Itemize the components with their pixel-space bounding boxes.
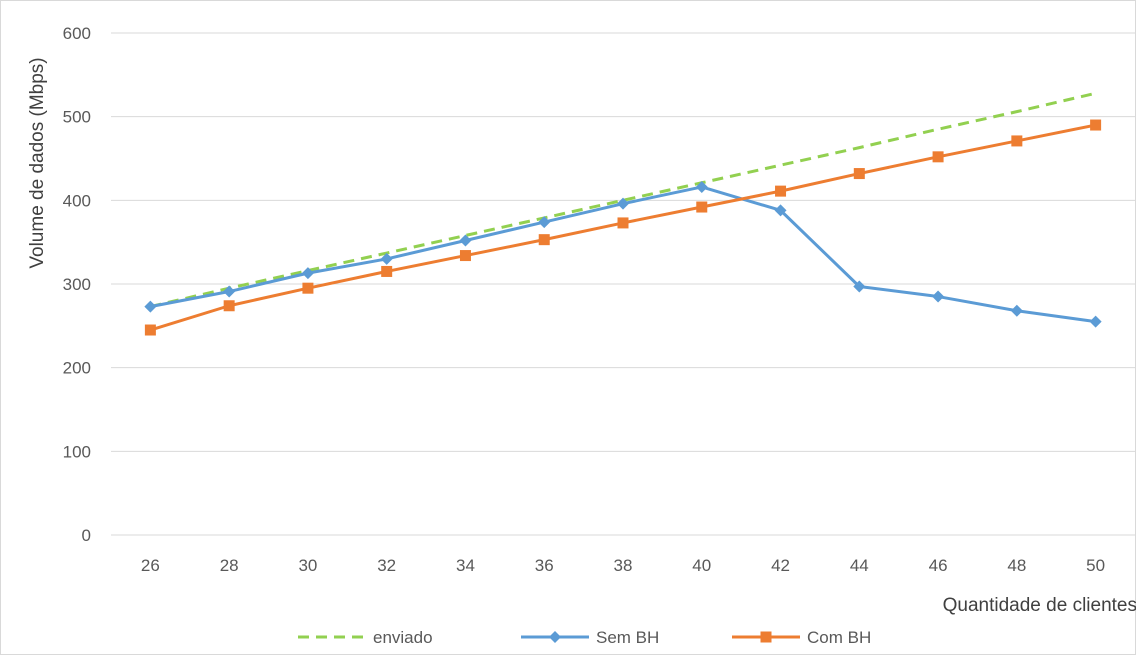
data-point-sem-bh (380, 252, 393, 265)
x-tick-label: 28 (220, 556, 239, 575)
data-point-com-bh (459, 250, 471, 262)
x-tick-label: 50 (1086, 556, 1105, 575)
data-point-sem-bh (301, 267, 314, 280)
data-point-sem-bh (932, 290, 945, 303)
x-tick-label: 32 (377, 556, 396, 575)
data-point-com-bh (1090, 119, 1102, 131)
x-tick-label: 26 (141, 556, 160, 575)
x-tick-label: 40 (692, 556, 711, 575)
data-point-com-bh (617, 217, 629, 229)
y-tick-label: 100 (63, 442, 91, 461)
y-tick-labels: 0 100 200 300 400 500 600 (63, 24, 91, 545)
x-tick-label: 48 (1007, 556, 1026, 575)
data-point-com-bh (853, 168, 865, 180)
data-point-com-bh (223, 300, 235, 312)
data-point-com-bh (775, 185, 787, 197)
data-point-sem-bh (774, 204, 787, 217)
x-tick-label: 46 (929, 556, 948, 575)
legend-entry-enviado: enviado (298, 628, 433, 647)
data-point-com-bh (696, 201, 708, 213)
y-tick-label: 300 (63, 275, 91, 294)
x-axis-title: Quantidade de clientes (943, 595, 1136, 616)
legend-label: Sem BH (596, 628, 659, 647)
x-tick-labels: 26 28 30 32 34 36 38 40 42 44 46 48 50 (141, 556, 1105, 575)
y-tick-label: 200 (63, 359, 91, 378)
data-point-sem-bh (538, 216, 551, 229)
legend-label: enviado (373, 628, 433, 647)
data-point-com-bh (1011, 135, 1023, 147)
data-point-sem-bh (1089, 315, 1102, 328)
data-point-sem-bh (144, 300, 157, 313)
data-point-com-bh (302, 282, 314, 294)
legend-label: Com BH (807, 628, 871, 647)
data-point-sem-bh (459, 234, 472, 247)
x-tick-label: 30 (298, 556, 317, 575)
data-point-sem-bh (617, 197, 629, 210)
y-tick-label: 0 (82, 526, 91, 545)
legend-entry-sem-bh: Sem BH (521, 628, 659, 647)
x-tick-label: 44 (850, 556, 869, 575)
legend: enviado Sem BH Com BH (298, 628, 871, 647)
legend-marker (760, 631, 772, 643)
y-tick-label: 600 (63, 24, 91, 43)
series-lines (148, 91, 1098, 332)
data-point-sem-bh (695, 180, 708, 193)
x-tick-label: 36 (535, 556, 554, 575)
y-tick-label: 500 (63, 108, 91, 127)
data-point-com-bh (538, 234, 550, 246)
x-tick-label: 34 (456, 556, 475, 575)
data-point-com-bh (381, 265, 393, 277)
y-axis-title: Volume de dados (Mbps) (27, 57, 48, 268)
data-point-sem-bh (223, 285, 236, 298)
legend-entry-com-bh: Com BH (732, 628, 871, 647)
data-point-com-bh (932, 151, 944, 163)
y-tick-label: 400 (63, 191, 91, 210)
data-point-sem-bh (1010, 304, 1023, 317)
series-markers (144, 119, 1102, 336)
data-point-sem-bh (853, 280, 866, 293)
x-tick-label: 38 (614, 556, 633, 575)
data-point-com-bh (144, 324, 156, 336)
x-tick-label: 42 (771, 556, 790, 575)
legend-marker (549, 631, 561, 643)
